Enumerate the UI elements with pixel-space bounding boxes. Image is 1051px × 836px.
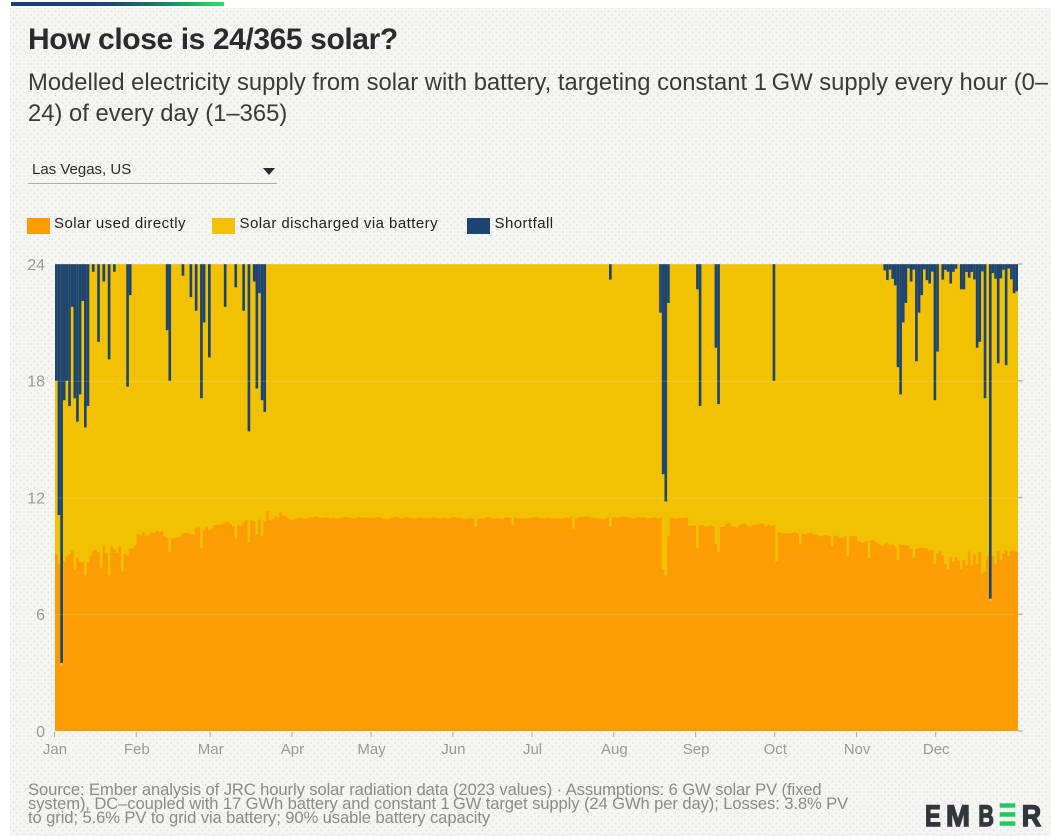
svg-text:Oct: Oct (764, 741, 788, 758)
svg-text:Feb: Feb (124, 741, 150, 758)
svg-text:Apr: Apr (281, 741, 304, 758)
svg-text:Jun: Jun (441, 741, 465, 758)
svg-text:B: B (978, 800, 994, 833)
svg-text:24: 24 (27, 257, 45, 274)
svg-text:0: 0 (36, 724, 45, 741)
svg-text:Jul: Jul (523, 741, 542, 758)
svg-text:May: May (357, 741, 386, 758)
svg-text:M: M (946, 800, 970, 833)
svg-text:6: 6 (36, 607, 45, 624)
svg-text:Sep: Sep (683, 741, 710, 758)
svg-text:E: E (925, 800, 941, 833)
svg-text:Jan: Jan (43, 741, 67, 758)
svg-text:18: 18 (27, 374, 45, 391)
svg-text:Aug: Aug (601, 741, 628, 758)
svg-text:Nov: Nov (844, 741, 871, 758)
svg-text:12: 12 (27, 490, 45, 507)
svg-text:R: R (1022, 800, 1042, 833)
svg-text:Mar: Mar (198, 741, 224, 758)
svg-text:Dec: Dec (923, 741, 950, 758)
